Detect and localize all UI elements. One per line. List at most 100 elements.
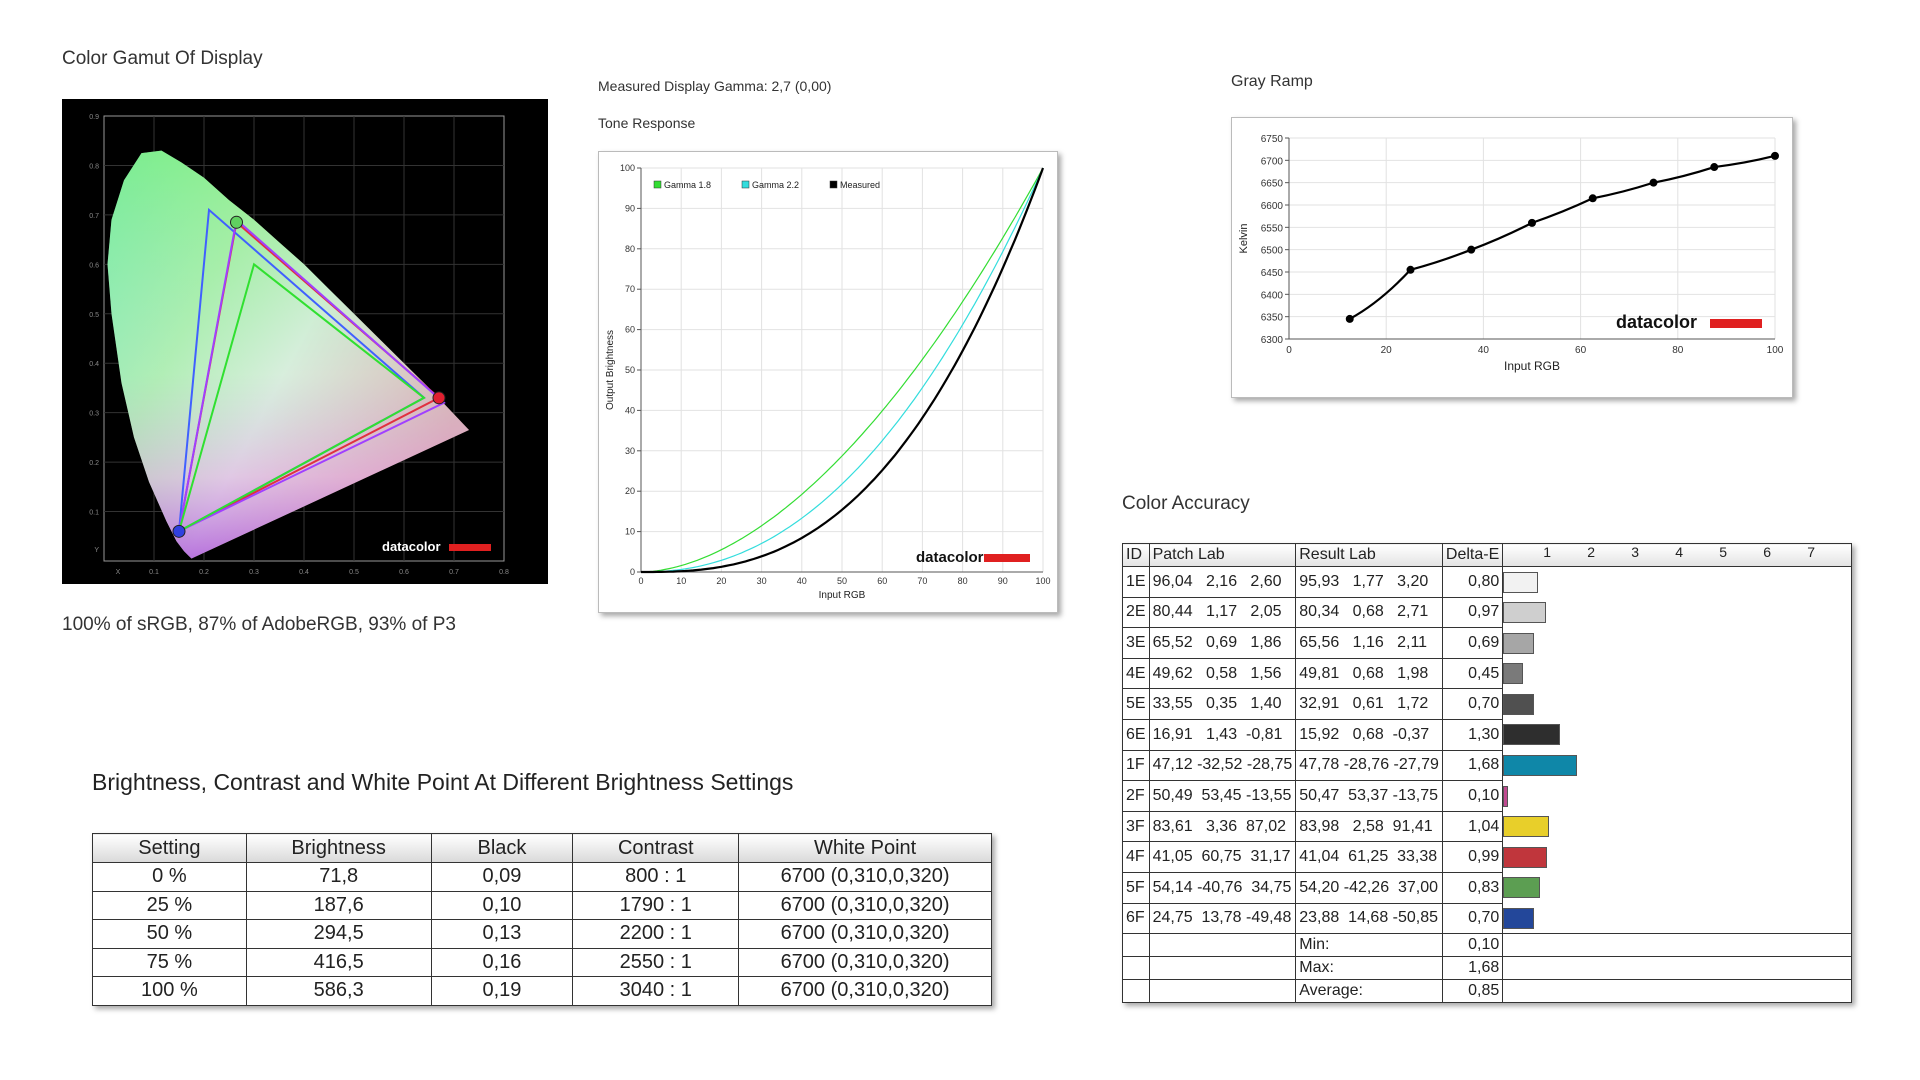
brightness-cell-contrast: 800 : 1	[572, 862, 740, 892]
brightness-cell-brightness: 586,3	[245, 976, 432, 1006]
brightness-cell-black: 0,10	[430, 890, 574, 920]
accuracy-scale-tick: 1	[1543, 544, 1552, 560]
tone-brand-bar	[984, 554, 1030, 562]
accuracy-cell-result: 47,78 -28,76 -27,79	[1295, 749, 1443, 782]
accuracy-scale-tick: 2	[1587, 544, 1596, 560]
accuracy-summary-label: Max:	[1295, 956, 1443, 981]
tone-y-tick: 0	[630, 567, 635, 577]
accuracy-summary-value: 1,68	[1441, 956, 1504, 981]
delta-e-bar	[1503, 846, 1547, 868]
gamut-y-tick: 0.6	[89, 262, 99, 269]
brightness-title: Brightness, Contrast and White Point At …	[92, 769, 794, 795]
tone-x-tick: 40	[797, 576, 807, 586]
brightness-cell-setting: 25 %	[92, 890, 247, 920]
accuracy-bar-cell	[1502, 872, 1853, 904]
tone-y-tick: 10	[625, 527, 635, 537]
tone-y-tick: 20	[625, 486, 635, 496]
accuracy-summary-blank	[1148, 933, 1297, 958]
tone-legend-swatch	[829, 180, 838, 189]
gray-x-tick: 100	[1767, 345, 1784, 356]
accuracy-bar-cell	[1502, 780, 1853, 812]
accuracy-header-id: ID	[1122, 543, 1150, 567]
gray-y-tick: 6300	[1261, 335, 1284, 346]
accuracy-header-de: Delta-E	[1441, 543, 1504, 567]
gray-point	[1588, 194, 1597, 203]
gamut-primary-point	[172, 524, 186, 538]
spectral-locus-overlay	[107, 150, 469, 559]
tone-x-tick: 50	[837, 576, 847, 586]
brightness-cell-whitepoint: 6700 (0,310,0,320)	[738, 862, 992, 892]
accuracy-cell-de: 0,45	[1441, 657, 1504, 690]
brightness-cell-brightness: 187,6	[245, 890, 432, 920]
gamut-y-tick: 0.2	[89, 460, 99, 467]
tone-x-tick: 80	[958, 576, 968, 586]
accuracy-cell-id: 5E	[1122, 688, 1150, 720]
tone-legend-swatch	[653, 180, 662, 189]
gamut-x-tick: 0.7	[449, 569, 459, 576]
gamut-x-tick: X	[116, 569, 121, 576]
tone-x-label: Input RGB	[819, 590, 866, 601]
accuracy-scale-tick: 5	[1719, 544, 1728, 560]
accuracy-header-patch: Patch Lab	[1148, 543, 1297, 567]
gamut-y-tick: 0.1	[89, 510, 99, 517]
accuracy-cell-de: 0,97	[1441, 596, 1504, 629]
gray-title: Gray Ramp	[1231, 73, 1313, 90]
gray-x-tick: 20	[1381, 345, 1393, 356]
tone-x-tick: 10	[676, 576, 686, 586]
gamut-triangle-srgb	[177, 262, 426, 534]
gamut-y-tick: 0.9	[89, 114, 99, 121]
accuracy-row: 4E 49,62 0,58 1,56 49,81 0,68 1,98 0,45	[1122, 657, 1853, 690]
accuracy-cell-de: 1,30	[1441, 718, 1504, 751]
accuracy-row: 1E 96,04 2,16 2,60 95,93 1,77 3,20 0,80	[1122, 566, 1853, 598]
brightness-header-brightness: Brightness	[245, 833, 432, 863]
accuracy-cell-patch: 33,55 0,35 1,40	[1148, 688, 1297, 720]
accuracy-bar-cell	[1502, 719, 1853, 751]
tone-y-tick: 30	[625, 446, 635, 456]
gamut-y-tick: 0.8	[89, 163, 99, 170]
tone-y-tick: 80	[625, 244, 635, 254]
gray-brand-bar	[1710, 319, 1762, 328]
accuracy-scale-tick: 4	[1675, 544, 1684, 560]
gamma-label: Measured Display Gamma: 2,7 (0,00)	[598, 78, 832, 94]
gray-x-tick: 80	[1672, 345, 1684, 356]
accuracy-cell-patch: 47,12 -32,52 -28,75	[1148, 749, 1297, 782]
accuracy-summary-blank	[1148, 956, 1297, 981]
gray-chart: 0 20 40 60 80 100 6300 6350 6400 6450 6500 6550 6600…	[1238, 134, 1784, 373]
accuracy-cell-patch: 50,49 53,45 -13,55	[1148, 780, 1297, 812]
brightness-cell-whitepoint: 6700 (0,310,0,320)	[738, 890, 992, 920]
tone-y-label: Output Brightness	[605, 330, 616, 410]
gray-point	[1771, 151, 1779, 160]
accuracy-cell-de: 1,68	[1441, 749, 1504, 782]
accuracy-summary-value: 0,85	[1441, 979, 1504, 1004]
accuracy-cell-id: 2E	[1122, 596, 1150, 629]
accuracy-cell-id: 4E	[1122, 657, 1150, 690]
brightness-cell-black: 0,09	[430, 862, 574, 892]
gamut-y-tick: 0.4	[89, 361, 99, 368]
accuracy-cell-result: 32,91 0,61 1,72	[1295, 688, 1443, 720]
accuracy-row: 6F 24,75 13,78 -49,48 23,88 14,68 -50,85 0,…	[1122, 902, 1853, 935]
accuracy-cell-patch: 49,62 0,58 1,56	[1148, 657, 1297, 690]
accuracy-cell-result: 49,81 0,68 1,98	[1295, 657, 1443, 690]
brightness-row: 25 % 187,6 0,10 1790 : 1 6700 (0,310,0,320)	[92, 890, 992, 920]
gamut-triangle-p3	[177, 217, 446, 534]
brightness-header-setting: Setting	[92, 833, 247, 863]
gamut-x-tick: 0.8	[499, 569, 509, 576]
gamut-x-tick: 0.3	[249, 569, 259, 576]
accuracy-bar-cell	[1502, 750, 1853, 781]
accuracy-cell-result: 50,47 53,37 -13,75	[1295, 780, 1443, 812]
brightness-cell-contrast: 1790 : 1	[572, 890, 740, 920]
gamut-y-tick: 0.7	[89, 213, 99, 220]
tone-y-tick: 60	[625, 325, 635, 335]
accuracy-cell-result: 80,34 0,68 2,71	[1295, 596, 1443, 629]
brightness-cell-whitepoint: 6700 (0,310,0,320)	[738, 976, 992, 1006]
brightness-cell-contrast: 2200 : 1	[572, 919, 740, 949]
tone-legend-label: Gamma 2.2	[752, 180, 799, 190]
gamut-summary: 100% of sRGB, 87% of AdobeRGB, 93% of P3	[62, 614, 456, 635]
gamut-chart: 0.9 0.8 0.7 0.6 0.5 0.4 0.3 0.2 0.1 Y X 0.1 0.2 0.3 0.…	[62, 99, 548, 584]
accuracy-scale-tick: 3	[1631, 544, 1640, 560]
gray-chart-box: 0 20 40 60 80 100 6300 6350 6400 6450 6500 6550 6600…	[1231, 117, 1793, 398]
accuracy-row: 3F 83,61 3,36 87,02 83,98 2,58 91,41 1,04	[1122, 810, 1853, 843]
accuracy-bar-cell	[1502, 566, 1853, 598]
brightness-cell-brightness: 416,5	[245, 947, 432, 977]
